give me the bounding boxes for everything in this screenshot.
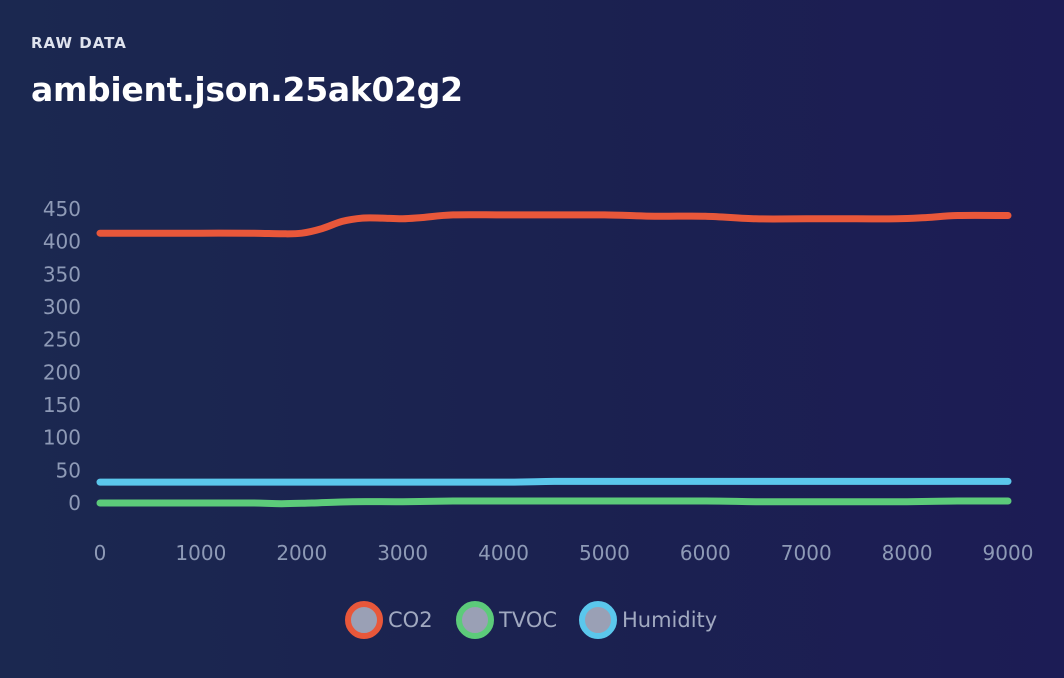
x-tick-label: 6000 (680, 541, 731, 565)
page-title: ambient.json.25ak02g2 (31, 70, 463, 109)
series-line-co2 (96, 211, 1012, 238)
y-tick-label: 50 (56, 458, 81, 482)
y-tick-label: 250 (43, 328, 81, 352)
y-tick-label: 0 (68, 491, 81, 515)
series-line-tvoc (96, 497, 1012, 508)
y-tick-label: 350 (43, 262, 81, 286)
plot-area (96, 211, 1012, 508)
legend-marker-humidity (579, 601, 617, 639)
x-tick-label: 3000 (377, 541, 428, 565)
legend-marker-co2 (345, 601, 383, 639)
x-tick-label: 0 (94, 541, 107, 565)
x-tick-label: 4000 (478, 541, 529, 565)
x-tick-label: 9000 (983, 541, 1034, 565)
x-tick-label: 5000 (579, 541, 630, 565)
y-axis: 0 50 100 150 200 250 300 350 400 450 (43, 197, 81, 515)
y-tick-label: 400 (43, 230, 81, 254)
legend-label-humidity: Humidity (622, 608, 717, 632)
x-tick-label: 2000 (276, 541, 327, 565)
y-tick-label: 100 (43, 426, 81, 450)
x-tick-label: 1000 (175, 541, 226, 565)
series-line-humidity (96, 477, 1012, 486)
y-tick-label: 200 (43, 360, 81, 384)
section-eyebrow: RAW DATA (31, 34, 127, 52)
y-tick-label: 450 (43, 197, 81, 221)
legend-label-co2: CO2 (388, 608, 433, 632)
legend-label-tvoc: TVOC (498, 608, 557, 632)
legend: CO2 TVOC Humidity (345, 601, 717, 639)
x-axis: 0 1000 2000 3000 4000 5000 6000 7000 8000 9000 (94, 541, 1034, 565)
y-tick-label: 150 (43, 393, 81, 417)
y-tick-label: 300 (43, 295, 81, 319)
x-tick-label: 7000 (781, 541, 832, 565)
x-tick-label: 8000 (882, 541, 933, 565)
legend-marker-tvoc (456, 601, 494, 639)
